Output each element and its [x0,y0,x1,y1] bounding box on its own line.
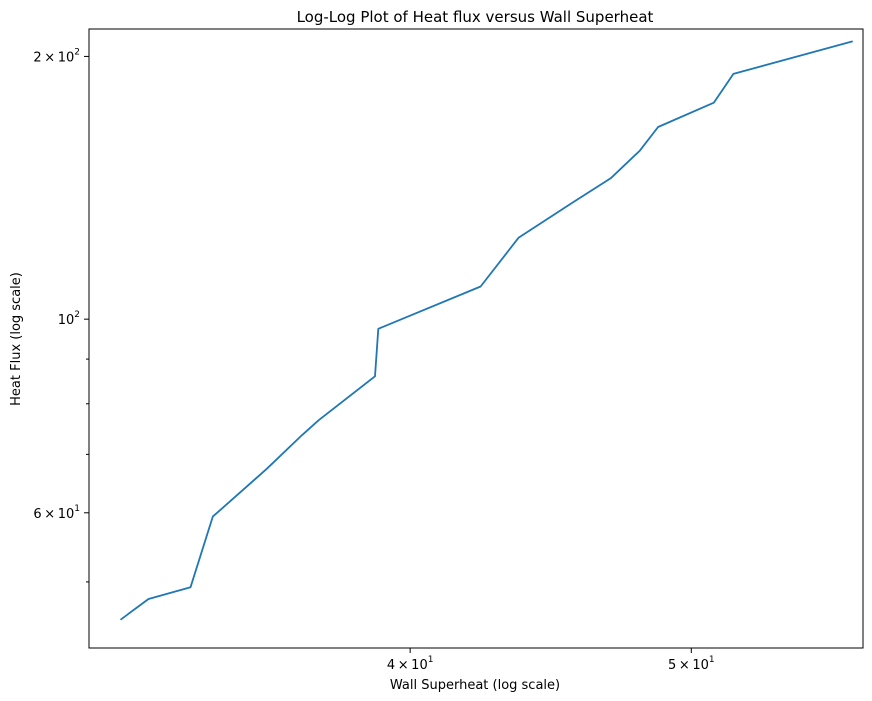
y-tick-label-base: 6 × 10 [33,507,74,522]
plot-frame [88,28,864,649]
y-axis-label: Heat Flux (log scale) [9,272,24,406]
x-tick-label-base: 5 × 10 [668,658,709,673]
x-tick-label: 4 × 101 [387,655,434,673]
x-tick-label-exponent: 1 [709,655,715,665]
series-line-1 [120,40,853,621]
x-tick-label-exponent: 1 [428,655,434,665]
y-tick-label: 2 × 102 [33,47,80,65]
x-axis-ticks: 4 × 101 5 × 101 [387,648,715,673]
y-tick-label: 102 [58,310,80,328]
y-tick-label-exponent: 1 [74,504,80,514]
x-tick-label: 5 × 101 [668,655,715,673]
series-layer [120,40,853,621]
y-tick-label-exponent: 2 [74,310,80,320]
x-tick-label-base: 4 × 10 [387,658,428,673]
x-axis-label: Wall Superheat (log scale) [390,678,560,693]
chart-title: Log-Log Plot of Heat flux versus Wall Su… [297,8,654,26]
y-tick-label-exponent: 2 [74,47,80,57]
y-tick-label-base: 2 × 10 [33,50,74,65]
y-tick-label: 6 × 101 [33,504,80,522]
y-tick-label-base: 10 [58,313,75,328]
